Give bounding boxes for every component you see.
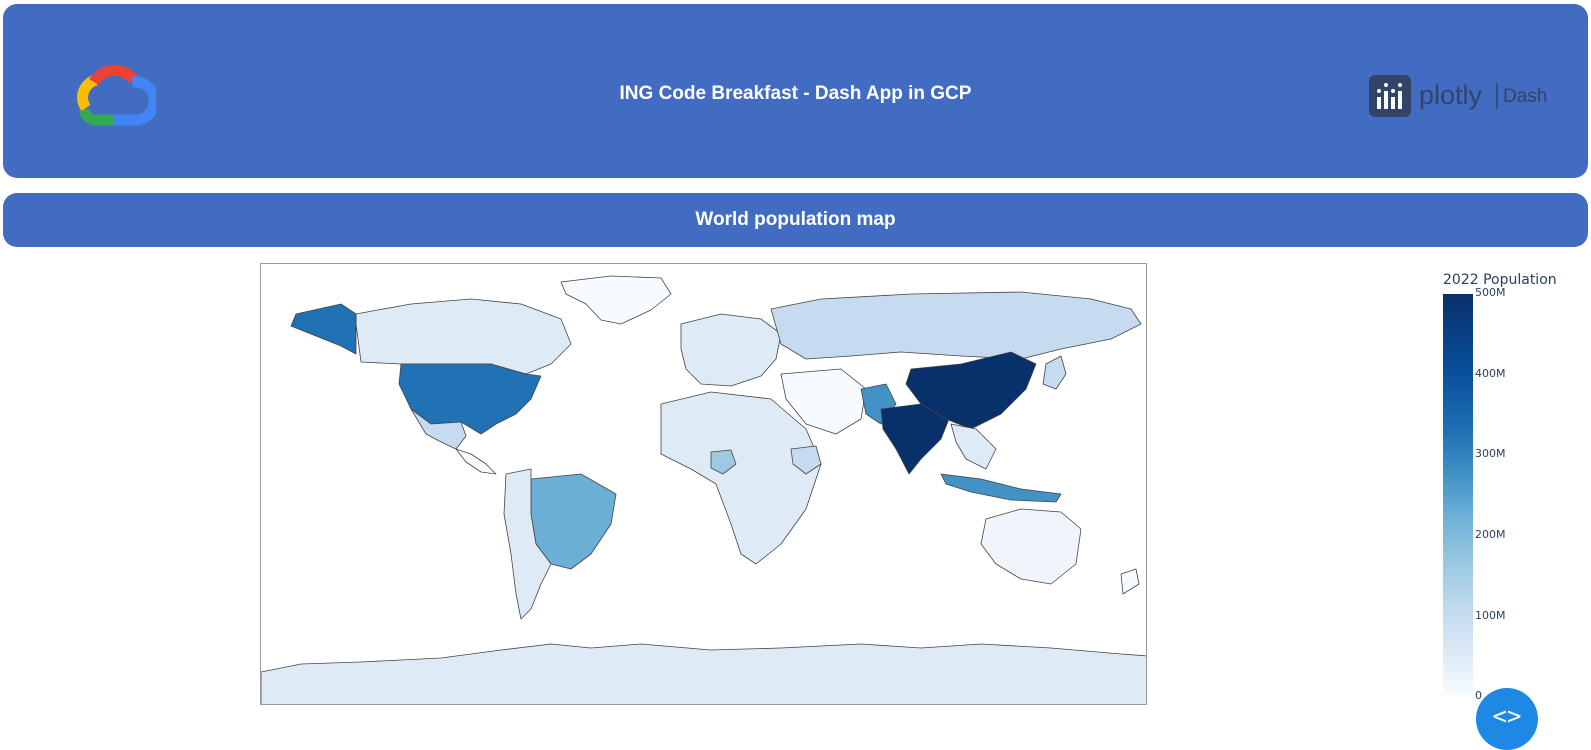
country-australia: [980, 508, 1082, 585]
dash-debug-button[interactable]: <>: [1476, 688, 1538, 750]
map-svg[interactable]: [261, 264, 1147, 705]
country-usa-alaska: [290, 303, 357, 355]
country-nigeria: [710, 449, 737, 475]
plotly-logo-text: plotly: [1419, 80, 1483, 110]
colorbar-tick: 500M: [1475, 286, 1506, 299]
country-middle-east: [780, 368, 867, 435]
country-china: [905, 351, 1037, 430]
colorbar: [1443, 294, 1473, 695]
section-header: World population map: [3, 193, 1588, 247]
country-central-america: [455, 448, 497, 475]
plotly-dash-logo-icon: plotly Dash: [1369, 75, 1547, 117]
colorbar-tick: 200M: [1475, 528, 1506, 541]
colorbar-tick: 0: [1475, 689, 1482, 702]
colorbar-tick: 400M: [1475, 367, 1506, 380]
country-canada: [355, 298, 572, 375]
country-south-america-rest: [503, 468, 552, 620]
country-indonesia: [940, 473, 1062, 503]
dash-logo-text: Dash: [1503, 86, 1547, 107]
country-russia: [770, 291, 1142, 360]
google-cloud-logo-icon: [77, 64, 156, 126]
colorbar-tick: 100M: [1475, 609, 1506, 622]
country-ethiopia: [790, 445, 822, 475]
country-japan: [1042, 355, 1067, 390]
code-brackets-icon: <>: [1492, 702, 1522, 730]
colorbar-tick: 300M: [1475, 447, 1506, 460]
country-mexico: [410, 408, 467, 450]
country-greenland: [560, 275, 672, 325]
app-header: ING Code Breakfast - Dash App in GCP plo…: [3, 4, 1588, 178]
colorbar-title: 2022 Population: [1443, 272, 1557, 288]
country-antarctica: [261, 643, 1146, 704]
world-population-map[interactable]: [260, 263, 1147, 705]
section-title: World population map: [695, 209, 896, 230]
country-southeast-asia: [950, 423, 997, 470]
country-europe: [680, 313, 782, 387]
country-new-zealand: [1120, 568, 1140, 595]
country-africa: [660, 391, 822, 565]
app-title: ING Code Breakfast - Dash App in GCP: [619, 83, 972, 104]
